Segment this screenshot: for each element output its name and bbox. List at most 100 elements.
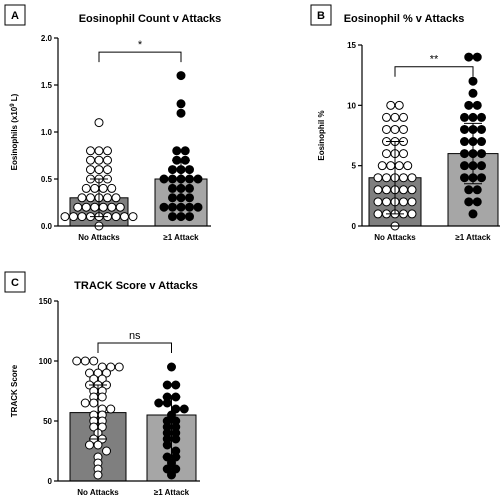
data-point xyxy=(94,118,104,128)
panel-letter-box xyxy=(4,4,26,26)
y-tick-label: 150 xyxy=(39,297,53,306)
data-point xyxy=(373,173,383,183)
x-category-label: ≥1 Attack xyxy=(154,488,190,496)
data-point xyxy=(73,202,83,212)
data-point xyxy=(171,464,181,474)
panel-letter-box xyxy=(4,271,26,293)
data-point xyxy=(460,112,469,122)
chart-title: Eosinophil % v Attacks xyxy=(344,13,465,25)
data-point xyxy=(167,362,176,372)
x-category-label: ≥1 Attack xyxy=(163,233,199,242)
y-tick-label: 0.0 xyxy=(41,222,53,231)
data-point xyxy=(464,100,474,110)
y-tick-label: 0.5 xyxy=(41,175,53,184)
data-point xyxy=(102,446,111,456)
data-point xyxy=(382,185,391,195)
data-point xyxy=(159,202,169,212)
significance-label: * xyxy=(138,39,143,51)
data-point xyxy=(399,197,408,207)
data-point xyxy=(399,173,408,183)
data-point xyxy=(97,374,107,384)
data-point xyxy=(386,100,396,110)
data-point xyxy=(460,137,469,147)
data-point xyxy=(77,193,87,203)
data-point xyxy=(399,112,408,122)
data-point xyxy=(407,173,417,183)
data-point xyxy=(72,356,82,366)
panel-a: A Eosinophil Count v Attacks Eosinophils (… xyxy=(4,4,221,242)
data-point xyxy=(468,112,478,122)
data-point xyxy=(93,440,103,450)
data-point xyxy=(460,161,469,171)
data-point xyxy=(162,398,172,408)
data-point xyxy=(168,183,177,193)
data-point xyxy=(394,161,404,171)
data-point xyxy=(111,212,121,222)
y-tick-label: 0 xyxy=(48,477,53,486)
data-point xyxy=(373,209,383,219)
data-point xyxy=(90,183,100,193)
y-tick-label: 1.0 xyxy=(41,128,53,137)
data-point xyxy=(89,398,99,408)
data-point xyxy=(176,71,186,81)
data-point xyxy=(102,368,111,378)
data-point xyxy=(399,149,408,159)
data-point xyxy=(472,52,482,62)
data-point xyxy=(94,155,104,165)
data-point xyxy=(407,185,417,195)
data-point xyxy=(390,112,400,122)
data-point xyxy=(128,212,138,222)
data-point xyxy=(180,146,190,156)
data-point xyxy=(399,124,408,134)
data-point xyxy=(386,161,396,171)
data-point xyxy=(390,124,400,134)
significance-bracket xyxy=(98,51,182,63)
data-point xyxy=(477,112,486,122)
data-point xyxy=(93,470,103,480)
data-point xyxy=(472,100,482,110)
data-point xyxy=(193,202,203,212)
panel-c: C TRACK Score v Attacks TRACK Score 0 50 100 1… xyxy=(4,271,200,496)
data-point xyxy=(382,124,391,134)
data-point xyxy=(176,99,186,109)
panel-b: B Eosinophil % v Attacks Eosinophil % 0 5 10 1… xyxy=(310,4,500,242)
significance-label: ** xyxy=(430,54,439,66)
y-tick-label: 1.5 xyxy=(41,81,53,90)
data-point xyxy=(185,165,194,175)
data-point xyxy=(377,161,387,171)
data-point xyxy=(179,404,189,414)
data-point xyxy=(168,202,177,212)
data-point xyxy=(106,404,116,414)
data-point xyxy=(86,155,95,165)
y-tick-label: 100 xyxy=(39,357,53,366)
y-axis-label: TRACK Score xyxy=(10,364,19,417)
data-point xyxy=(460,173,469,183)
data-point xyxy=(477,173,486,183)
data-point xyxy=(98,183,108,193)
y-axis-label: Eosinophil % xyxy=(317,110,326,160)
panel-letter: B xyxy=(317,10,325,22)
data-point xyxy=(98,202,108,212)
data-point xyxy=(460,149,469,159)
data-point xyxy=(185,212,194,222)
data-point xyxy=(81,183,91,193)
data-point xyxy=(85,440,94,450)
data-point xyxy=(167,470,176,480)
data-point xyxy=(77,212,87,222)
data-point xyxy=(464,197,474,207)
data-point xyxy=(94,146,104,156)
data-point xyxy=(382,149,391,159)
data-point xyxy=(111,193,121,203)
data-point xyxy=(114,362,124,372)
data-point xyxy=(168,165,177,175)
data-point xyxy=(468,76,478,86)
data-point xyxy=(60,212,70,222)
data-point xyxy=(193,174,203,184)
data-point xyxy=(477,149,486,159)
data-point xyxy=(168,174,177,184)
panel-letter: C xyxy=(11,277,19,289)
data-point xyxy=(477,137,486,147)
data-point xyxy=(176,212,186,222)
data-point xyxy=(115,202,125,212)
data-point xyxy=(460,124,469,134)
